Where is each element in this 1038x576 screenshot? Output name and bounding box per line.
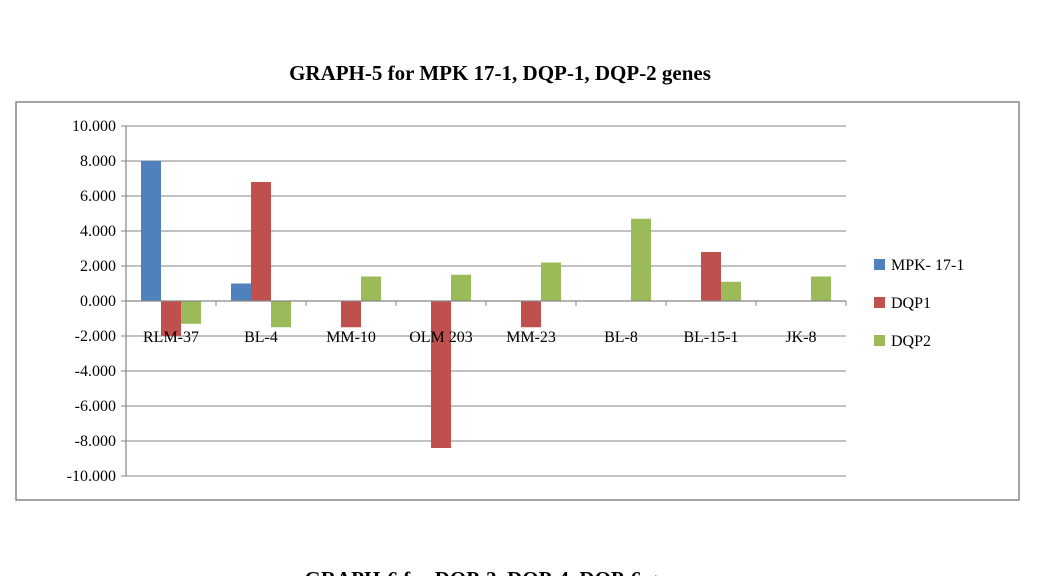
bar xyxy=(451,274,471,301)
y-tick-label: -8.000 xyxy=(75,433,116,450)
bar xyxy=(161,301,181,336)
category-label: JK-8 xyxy=(785,329,816,346)
chart-title: GRAPH-5 for MPK 17-1, DQP-1, DQP-2 genes xyxy=(289,61,711,85)
bar xyxy=(811,276,831,301)
bar xyxy=(521,301,541,328)
bar xyxy=(231,283,251,301)
category-label: RLM-37 xyxy=(143,329,199,346)
bar xyxy=(181,301,201,324)
axes xyxy=(125,126,847,476)
category-label: BL-8 xyxy=(604,329,638,346)
category-label: BL-15-1 xyxy=(683,329,738,346)
y-axis-ticks: 10.000 8.000 6.000 4.000 2.000 0.000 -2.000 -4.… xyxy=(67,118,126,485)
bar xyxy=(271,301,291,328)
bar xyxy=(631,218,651,301)
bar xyxy=(141,161,161,301)
legend-label: DQP2 xyxy=(891,333,931,350)
y-tick-label: 4.000 xyxy=(80,223,116,240)
y-tick-label: -4.000 xyxy=(75,363,116,380)
y-tick-label: 2.000 xyxy=(80,258,116,275)
y-tick-label: -2.000 xyxy=(75,328,116,345)
bar xyxy=(361,276,381,301)
y-tick-label: 8.000 xyxy=(80,153,116,170)
legend-label: DQP1 xyxy=(891,295,931,312)
category-labels: RLM-37 BL-4 MM-10 OLM 203 MM-23 BL-8 BL-15-1 JK… xyxy=(143,329,817,346)
category-label: MM-23 xyxy=(506,329,556,346)
legend-swatch xyxy=(874,335,885,346)
category-label: OLM 203 xyxy=(409,329,473,346)
legend-label: MPK- 17-1 xyxy=(891,257,964,274)
y-tick-label: -10.000 xyxy=(67,468,116,485)
legend: MPK- 17-1 DQP1 DQP2 xyxy=(874,257,964,350)
category-label: BL-4 xyxy=(244,329,278,346)
bar xyxy=(701,252,721,301)
bar xyxy=(251,182,271,301)
bar xyxy=(431,301,451,448)
y-tick-label: 6.000 xyxy=(80,188,116,205)
y-tick-label: 10.000 xyxy=(72,118,116,135)
y-tick-label: -6.000 xyxy=(75,398,116,415)
y-tick-label: 0.000 xyxy=(80,293,116,310)
legend-swatch xyxy=(874,259,885,270)
next-chart-title: GRAPH-6 for DQP-3, DQP-4, DQP-6 genes xyxy=(305,567,696,576)
bars xyxy=(141,161,831,448)
bar xyxy=(541,262,561,301)
bar xyxy=(721,281,741,301)
legend-swatch xyxy=(874,297,885,308)
category-label: MM-10 xyxy=(326,329,376,346)
bar xyxy=(341,301,361,328)
